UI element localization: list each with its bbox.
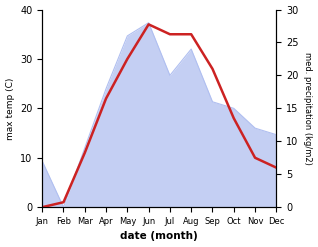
Y-axis label: max temp (C): max temp (C) xyxy=(5,77,15,140)
X-axis label: date (month): date (month) xyxy=(121,231,198,242)
Y-axis label: med. precipitation (kg/m2): med. precipitation (kg/m2) xyxy=(303,52,313,165)
